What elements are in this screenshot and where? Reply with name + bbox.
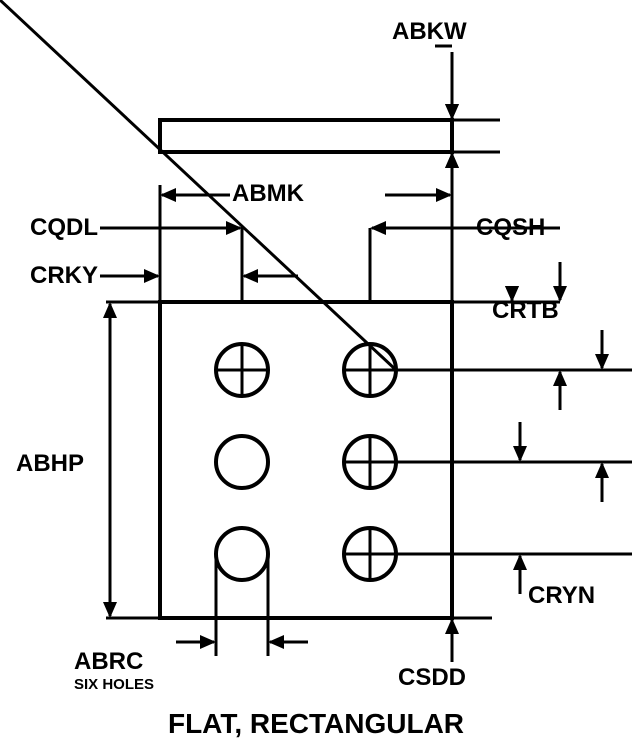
label-abkw: ABKW (392, 18, 467, 46)
label-abhp: ABHP (16, 450, 84, 478)
label-cqdl: CQDL (30, 214, 98, 242)
label-abmk: ABMK (232, 180, 304, 208)
label-cryn: CRYN (528, 582, 595, 610)
label-csdd: CSDD (398, 664, 466, 692)
label-crtb: CRTB (492, 297, 559, 325)
label-crky: CRKY (30, 262, 98, 290)
label-abrc: ABRC (74, 648, 143, 676)
figure-caption: FLAT, RECTANGULAR (0, 708, 632, 740)
label-cqsh: CQSH (476, 214, 545, 242)
label-abrc-sub: SIX HOLES (74, 676, 154, 693)
diagram-svg (0, 0, 632, 750)
